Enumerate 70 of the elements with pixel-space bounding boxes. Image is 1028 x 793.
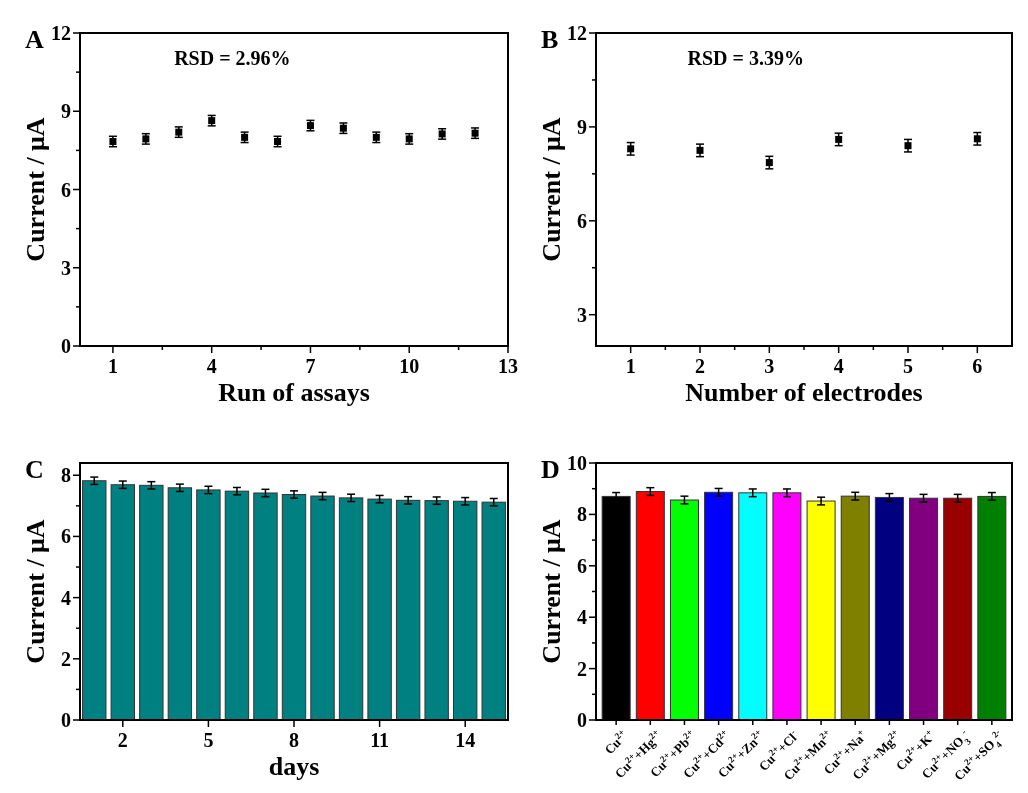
bar — [196, 489, 221, 721]
bar — [424, 500, 449, 721]
y-tick-label: 4 — [577, 606, 587, 629]
y-tick-label: 12 — [567, 22, 587, 44]
bar — [82, 480, 107, 721]
x-tick-label: 2 — [117, 729, 128, 751]
y-tick-label: 2 — [577, 657, 587, 680]
annotation: RSD = 3.39% — [687, 47, 804, 69]
bar — [281, 494, 307, 721]
bar — [395, 499, 421, 721]
x-tick-label: 5 — [903, 355, 913, 377]
y-tick-label: 0 — [61, 335, 71, 357]
bar — [110, 484, 135, 721]
y-axis-title: Current / μA — [537, 519, 566, 664]
x-tick-label: 1 — [107, 355, 118, 377]
bar — [224, 490, 250, 721]
x-tick-label: 14 — [455, 729, 476, 751]
y-tick-label: 0 — [61, 709, 71, 731]
point — [627, 145, 635, 153]
chart-title: B — [541, 25, 559, 54]
y-tick-label: 3 — [61, 256, 71, 279]
x-axis-title: Number of electrodes — [685, 378, 923, 407]
x-tick-label: 10 — [399, 355, 420, 377]
x-tick-label: 4 — [206, 355, 217, 377]
bar — [367, 498, 392, 721]
y-axis-title: Current / μA — [537, 117, 566, 262]
bar — [167, 487, 193, 721]
y-tick-label: 12 — [51, 22, 71, 44]
x-tick-label: 8 — [289, 729, 299, 751]
point — [765, 159, 773, 167]
y-axis-title: Current / μA — [21, 117, 50, 262]
y-tick-label: 10 — [567, 452, 587, 474]
y-tick-label: 4 — [61, 586, 71, 609]
y-tick-label: 8 — [577, 503, 587, 526]
x-tick-label: 3 — [764, 355, 775, 377]
x-tick-label: 4 — [833, 355, 844, 377]
x-tick-label: 6 — [972, 355, 983, 377]
bar — [310, 495, 335, 721]
chart-title: D — [541, 455, 560, 484]
y-tick-label: 0 — [577, 709, 587, 731]
y-tick-label: 3 — [577, 303, 587, 326]
x-tick-label: 11 — [370, 729, 390, 751]
annotation: RSD = 2.96% — [174, 47, 291, 69]
chart-title: A — [25, 25, 44, 54]
y-tick-label: 8 — [61, 464, 71, 487]
x-axis-title: days — [268, 752, 320, 781]
point — [973, 135, 981, 143]
y-tick-label: 6 — [61, 525, 71, 548]
y-tick-label: 9 — [61, 100, 71, 123]
chart-title: C — [25, 455, 44, 484]
y-tick-label: 9 — [577, 115, 587, 138]
bar — [338, 497, 364, 721]
bar — [481, 501, 506, 721]
y-tick-label: 2 — [61, 647, 71, 670]
bar — [253, 492, 278, 721]
point — [904, 142, 912, 150]
x-tick-label: 2 — [695, 355, 705, 377]
bar — [453, 500, 478, 721]
point — [696, 146, 704, 154]
x-tick-label: 1 — [625, 355, 636, 377]
x-axis-title: Run of assays — [218, 378, 370, 407]
y-tick-label: 6 — [577, 554, 587, 577]
bar — [139, 484, 164, 721]
x-tick-label: 7 — [305, 355, 316, 377]
x-tick-label: 13 — [498, 355, 518, 377]
y-axis-title: Current / μA — [21, 519, 50, 664]
y-tick-label: 6 — [61, 178, 71, 201]
y-tick-label: 6 — [577, 209, 587, 232]
point — [835, 135, 843, 143]
x-tick-label: 5 — [203, 729, 214, 751]
